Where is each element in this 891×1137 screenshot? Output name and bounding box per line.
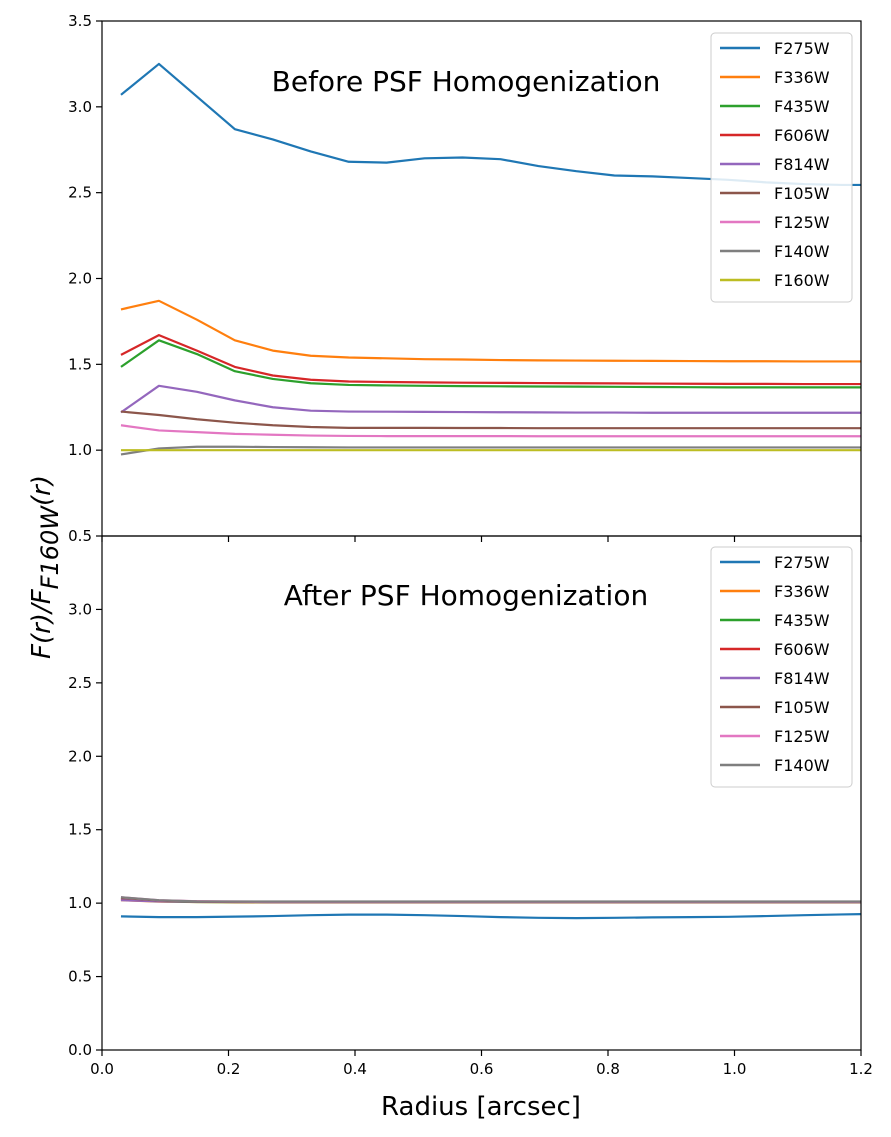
- legend-label-f435w: F435W: [774, 611, 830, 630]
- x-tick-label: 0.4: [343, 1060, 367, 1078]
- y-tick-label: 3.5: [68, 12, 92, 30]
- panel-title: After PSF Homogenization: [284, 579, 648, 612]
- y-axis-label-subscript: F160W: [36, 505, 64, 590]
- legend-label-f140w: F140W: [774, 242, 830, 261]
- y-axis-label-main: F(r)/F: [27, 588, 57, 659]
- legend-label-f275w: F275W: [774, 553, 830, 572]
- x-tick-label: 0.2: [217, 1060, 241, 1078]
- legend-label-f275w: F275W: [774, 39, 830, 58]
- y-tick-label: 1.0: [68, 894, 92, 912]
- series-line-f105w: [120, 410, 861, 430]
- legend-label-f336w: F336W: [774, 68, 830, 87]
- legend-label-f814w: F814W: [774, 155, 830, 174]
- x-tick-label: 1.2: [849, 1060, 873, 1078]
- y-tick-label: 3.0: [68, 98, 92, 116]
- legend-label-f105w: F105W: [774, 184, 830, 203]
- x-axis-label: Radius [arcsec]: [381, 1092, 581, 1122]
- series-line-f435w: [120, 339, 861, 389]
- series-line-f140w: [120, 445, 861, 456]
- y-tick-label: 1.5: [68, 821, 92, 839]
- legend-label-f814w: F814W: [774, 669, 830, 688]
- series-line-f140w: [120, 896, 861, 903]
- y-tick-label: 2.5: [68, 674, 92, 692]
- series-line-f125w: [120, 424, 861, 438]
- y-axis-label: F(r)/FF160W(r): [27, 475, 64, 659]
- legend-label-f105w: F105W: [774, 698, 830, 717]
- y-tick-label: 0.5: [68, 968, 92, 986]
- y-tick-label: 1.0: [68, 441, 92, 459]
- legend-label-f140w: F140W: [774, 756, 830, 775]
- x-tick-label: 1.0: [723, 1060, 747, 1078]
- x-tick-label: 0.0: [90, 1060, 114, 1078]
- series-group: [120, 896, 861, 920]
- y-tick-label: 1.5: [68, 355, 92, 373]
- x-tick-label: 0.8: [596, 1060, 620, 1078]
- legend-label-f606w: F606W: [774, 640, 830, 659]
- y-tick-label: 0.0: [68, 1041, 92, 1059]
- y-tick-label: 2.0: [68, 747, 92, 765]
- legend-box: [710, 32, 853, 303]
- legend-label-f125w: F125W: [774, 213, 830, 232]
- top-panel: 0.5 1.0 1.5 2.0 2.5 3.0 3.5 Before PSF Homogeni…: [68, 12, 862, 545]
- series-line-f606w: [120, 334, 861, 386]
- legend-box: [710, 546, 853, 788]
- series-line-f275w: [120, 913, 861, 920]
- bottom-panel: 0.0 0.5 1.0 1.5 2.0 2.5 3.0 0.0 0.2 0.4 0.6 0.8 1.0 1…: [68, 535, 873, 1078]
- y-tick-label: 2.0: [68, 270, 92, 288]
- y-tick-label: 3.0: [68, 600, 92, 618]
- y-tick-label: 0.5: [68, 527, 92, 545]
- series-line-f814w: [120, 384, 861, 414]
- legend-label-f125w: F125W: [774, 727, 830, 746]
- series-group: [120, 62, 861, 456]
- legend-label-f336w: F336W: [774, 582, 830, 601]
- panel-title: Before PSF Homogenization: [272, 65, 661, 98]
- legend-label-f606w: F606W: [774, 126, 830, 145]
- legend-label-f160w: F160W: [774, 271, 830, 290]
- y-tick-label: 2.5: [68, 184, 92, 202]
- y-axis-label-tail: (r): [27, 475, 57, 506]
- legend-label-f435w: F435W: [774, 97, 830, 116]
- series-line-f336w: [120, 299, 861, 363]
- x-tick-label: 0.6: [470, 1060, 494, 1078]
